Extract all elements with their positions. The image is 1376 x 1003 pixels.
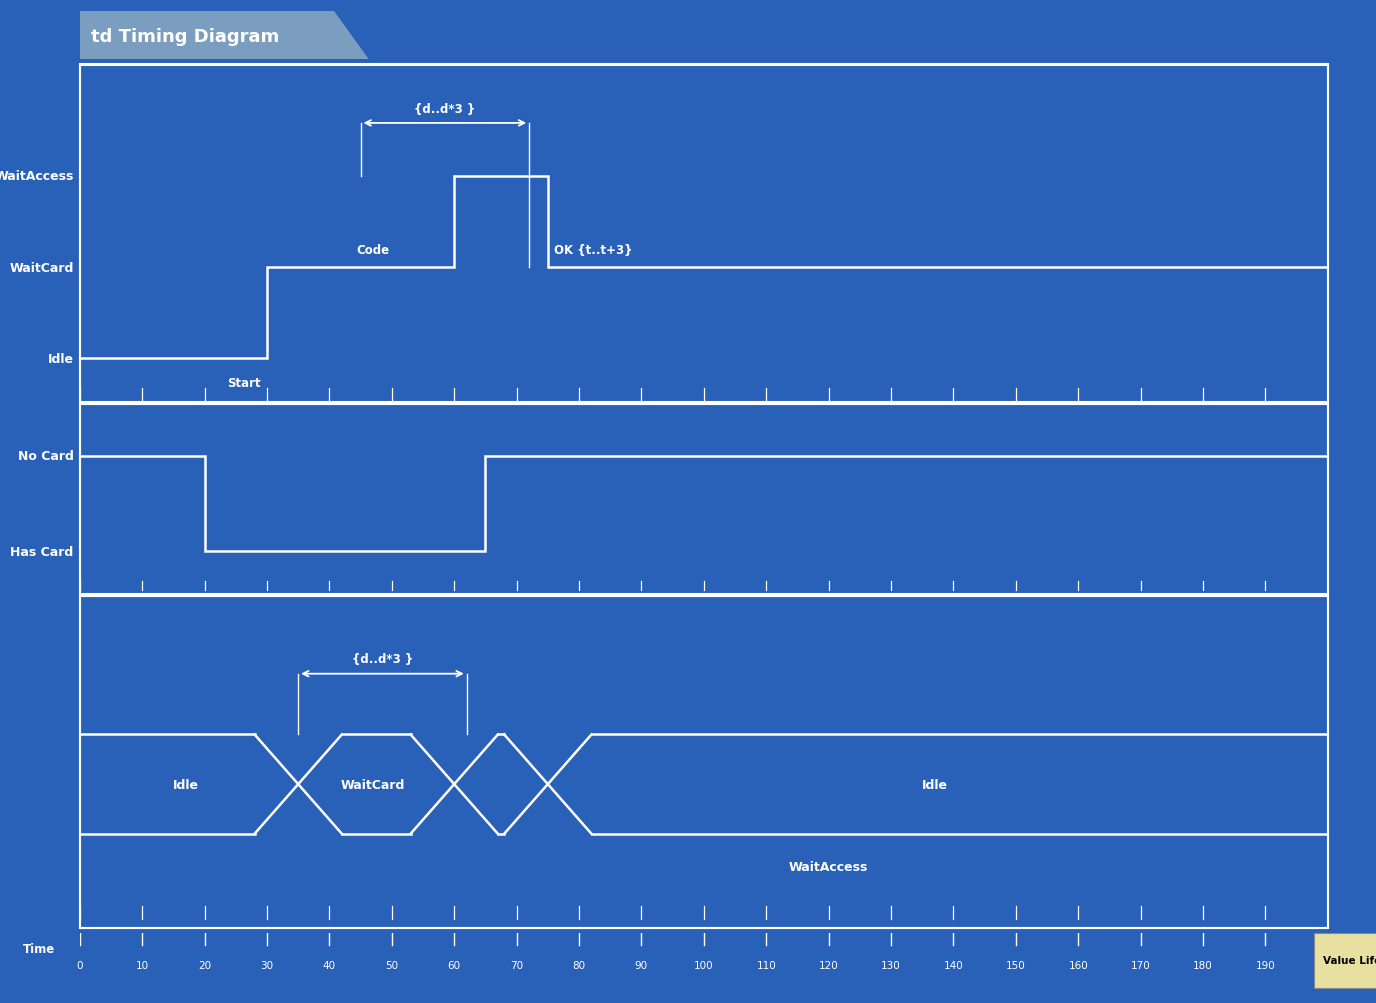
Text: Code: Code bbox=[356, 244, 389, 257]
Text: 190: 190 bbox=[1255, 960, 1276, 970]
Text: 150: 150 bbox=[1006, 960, 1025, 970]
Text: WaitCard: WaitCard bbox=[341, 778, 406, 790]
Text: Start: Start bbox=[227, 376, 261, 389]
Text: 90: 90 bbox=[634, 960, 648, 970]
Text: 10: 10 bbox=[136, 960, 149, 970]
Text: 0: 0 bbox=[77, 960, 83, 970]
Text: 80: 80 bbox=[572, 960, 586, 970]
Text: WaitCard: WaitCard bbox=[10, 262, 73, 274]
Text: 130: 130 bbox=[881, 960, 901, 970]
Text: 110: 110 bbox=[757, 960, 776, 970]
Text: Time: Time bbox=[22, 942, 55, 955]
Text: 140: 140 bbox=[944, 960, 963, 970]
Text: OK {t..t+3}: OK {t..t+3} bbox=[555, 244, 633, 257]
Text: {d..d*3 }: {d..d*3 } bbox=[414, 103, 476, 116]
Text: WaitAccess: WaitAccess bbox=[788, 861, 868, 874]
Text: 100: 100 bbox=[694, 960, 714, 970]
Text: 200: 200 bbox=[1318, 960, 1337, 970]
Text: 20: 20 bbox=[198, 960, 211, 970]
Text: 60: 60 bbox=[447, 960, 461, 970]
Text: 160: 160 bbox=[1068, 960, 1088, 970]
Text: 120: 120 bbox=[819, 960, 838, 970]
Text: Idle: Idle bbox=[922, 778, 948, 790]
Text: 40: 40 bbox=[323, 960, 336, 970]
Text: td Timing Diagram: td Timing Diagram bbox=[91, 28, 279, 46]
Text: WaitAccess: WaitAccess bbox=[0, 171, 73, 184]
Text: Idle: Idle bbox=[48, 352, 73, 365]
Text: {d..d*3 }: {d..d*3 } bbox=[352, 652, 413, 665]
Text: Idle: Idle bbox=[173, 778, 200, 790]
Text: 30: 30 bbox=[260, 960, 274, 970]
Text: 50: 50 bbox=[385, 960, 399, 970]
Text: 180: 180 bbox=[1193, 960, 1212, 970]
Text: 170: 170 bbox=[1131, 960, 1150, 970]
Text: Has Card: Has Card bbox=[10, 545, 73, 558]
Polygon shape bbox=[80, 12, 369, 60]
Text: No Card: No Card bbox=[18, 449, 73, 462]
Text: Value Lifelin: Value Lifelin bbox=[1324, 956, 1376, 965]
Text: 70: 70 bbox=[510, 960, 523, 970]
